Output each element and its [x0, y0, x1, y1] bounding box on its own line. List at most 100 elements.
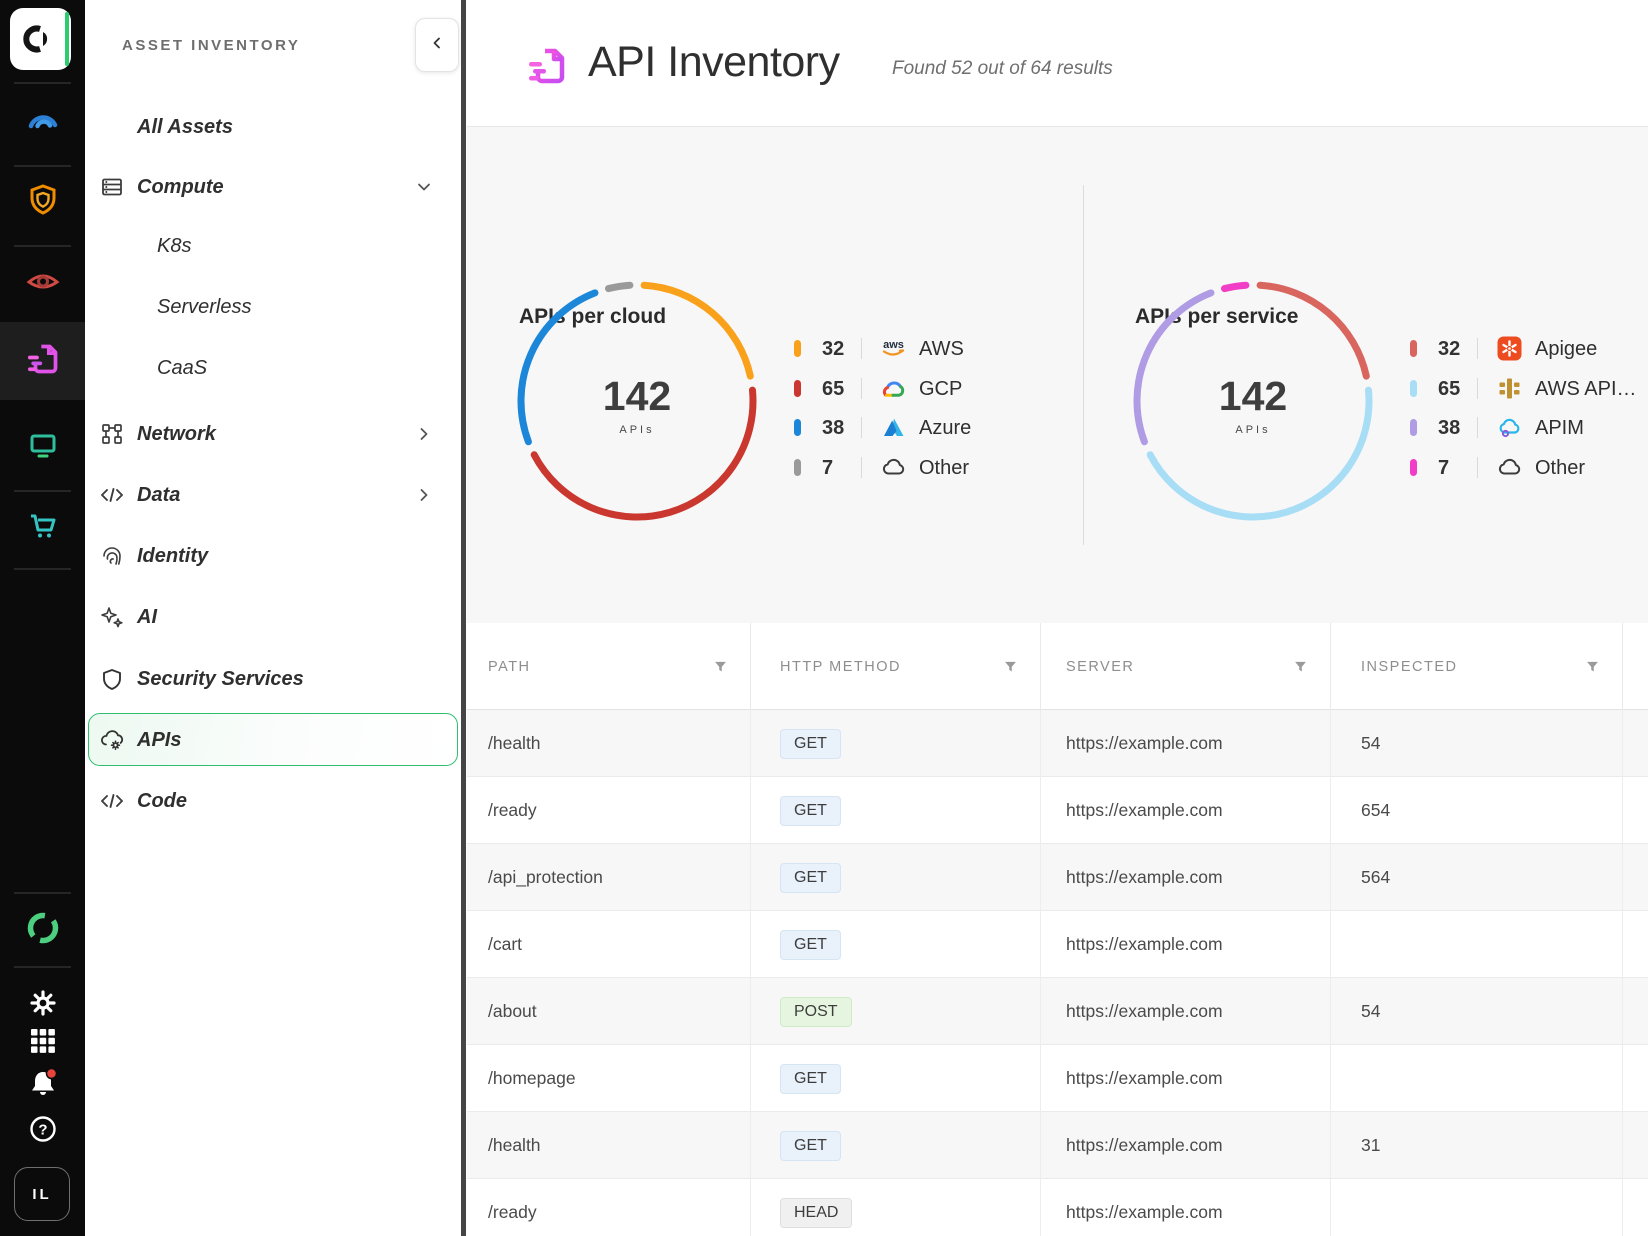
sidebar-item-ai[interactable]: AI [85, 590, 463, 644]
sparkles-icon [99, 604, 125, 630]
sidebar-item-security-services[interactable]: Security Services [85, 652, 463, 706]
legend-label: GCP [919, 378, 962, 401]
table-header-row: PATHHTTP METHODSERVER INSPECTED [467, 623, 1648, 710]
legend-divider [1477, 417, 1478, 438]
rail-item-discovery-eye[interactable] [0, 256, 85, 312]
method-cell: GET [751, 777, 1041, 844]
table-row[interactable]: /api_protectionGEThttps://example.com564 [467, 844, 1648, 911]
table-row[interactable]: /homepageGEThttps://example.com [467, 1045, 1648, 1112]
legend-divider [861, 378, 862, 399]
sidebar-item-label: Data [137, 484, 180, 507]
rail-item-api-inventory[interactable] [0, 322, 85, 400]
inspected-cell [1331, 1045, 1623, 1112]
api-inventory-icon [23, 339, 63, 384]
method-cell: POST [751, 978, 1041, 1045]
inspected-cell [1331, 1179, 1623, 1236]
azure-icon [880, 414, 907, 441]
server-cell: https://example.com [1041, 1179, 1331, 1236]
filter-icon[interactable] [1293, 659, 1308, 678]
legend-color-marker [1410, 340, 1417, 357]
column-header-label: INSPECTED [1361, 659, 1458, 675]
sidebar-collapse-button[interactable] [415, 18, 459, 72]
rail-divider [14, 165, 71, 167]
method-cell: HEAD [751, 1179, 1041, 1236]
rail-item-orca-ring[interactable] [0, 902, 85, 958]
apps-grid-icon [27, 1025, 59, 1062]
filter-icon[interactable] [1003, 659, 1018, 678]
sidebar-item-label: Identity [137, 545, 208, 568]
path-cell: /homepage [467, 1045, 751, 1112]
http-method-badge: GET [780, 729, 841, 759]
sidebar-item-all-assets[interactable]: All Assets [85, 100, 463, 154]
inspected-cell [1331, 911, 1623, 978]
chevron-right-icon[interactable] [415, 486, 433, 504]
sidebar-item-compute[interactable]: Compute [85, 160, 463, 214]
api-inventory-icon [523, 42, 571, 90]
legend-label: Other [1535, 457, 1585, 480]
main-content: API Inventory Found 52 out of 64 results… [467, 0, 1648, 1236]
column-header-extra [1623, 623, 1648, 710]
extra-cell [1623, 710, 1648, 777]
table-row[interactable]: /cartGEThttps://example.com [467, 911, 1648, 978]
rail-divider [14, 245, 71, 247]
cloudGear-icon [99, 727, 125, 753]
column-header-inspected[interactable]: INSPECTED [1331, 623, 1623, 710]
table-row[interactable]: /healthGEThttps://example.com31 [467, 1112, 1648, 1179]
http-method-badge: GET [780, 863, 841, 893]
table-row[interactable]: /readyHEADhttps://example.com [467, 1179, 1648, 1236]
sidebar: ASSET INVENTORY All Assets ComputeK8sSer… [85, 0, 463, 1236]
path-cell: /health [467, 1112, 751, 1179]
risk-dashboard-icon [23, 100, 63, 145]
sidebar-resize-divider[interactable] [461, 0, 466, 1236]
method-cell: GET [751, 710, 1041, 777]
charts-band: APIs per cloud142 APIs32 aws AWS65 GCP38… [467, 127, 1648, 623]
rail-divider [14, 82, 71, 84]
user-initials-badge[interactable]: IL [14, 1167, 70, 1221]
legend-divider [861, 457, 862, 478]
http-method-badge: GET [780, 1131, 841, 1161]
table-row[interactable]: /readyGEThttps://example.com654 [467, 777, 1648, 844]
donut-total-label: APIs [497, 424, 777, 436]
legend-color-marker [1410, 459, 1417, 476]
orca-logo[interactable] [10, 8, 71, 70]
marketplace-cart-icon [23, 506, 63, 551]
chevron-down-icon[interactable] [415, 178, 433, 196]
legend-label: APIM [1535, 417, 1584, 440]
app-root: ? IL ASSET INVENTORY All Assets ComputeK8… [0, 0, 1648, 1236]
sidebar-item-serverless[interactable]: Serverless [85, 280, 463, 334]
rail-item-marketplace-cart[interactable] [0, 500, 85, 556]
table-row[interactable]: /healthGEThttps://example.com54 [467, 710, 1648, 777]
aws-icon: aws [880, 335, 907, 362]
http-method-badge: GET [780, 930, 841, 960]
column-header-path[interactable]: PATH [467, 623, 751, 710]
legend-value: 38 [1438, 417, 1460, 440]
filter-icon[interactable] [1585, 659, 1600, 678]
network-icon [99, 421, 125, 447]
sidebar-item-network[interactable]: Network [85, 407, 463, 461]
donut-center: 142 APIs [1113, 376, 1393, 436]
sidebar-item-label: APIs [137, 729, 181, 752]
table-row[interactable]: /aboutPOSThttps://example.com54 [467, 978, 1648, 1045]
chevron-right-icon[interactable] [415, 425, 433, 443]
path-cell: /about [467, 978, 751, 1045]
sidebar-item-code[interactable]: Code [85, 774, 463, 828]
sidebar-item-label: All Assets [137, 116, 233, 139]
column-header-server[interactable]: SERVER [1041, 623, 1331, 710]
svg-text:?: ? [38, 1121, 47, 1138]
sidebar-item-apis[interactable]: APIs [85, 713, 463, 767]
sidebar-item-identity[interactable]: Identity [85, 529, 463, 583]
sidebar-item-caas[interactable]: CaaS [85, 341, 463, 395]
rail-item-workloads-monitor[interactable] [0, 419, 85, 475]
inspected-cell: 564 [1331, 844, 1623, 911]
rail-item-security-shield[interactable] [0, 174, 85, 230]
filter-icon[interactable] [713, 659, 728, 678]
icon-rail: ? IL [0, 0, 85, 1236]
rail-item-help[interactable]: ? [0, 1103, 85, 1159]
sidebar-item-label: AI [137, 606, 157, 629]
security-shield-icon [23, 180, 63, 225]
sidebar-item-data[interactable]: Data [85, 468, 463, 522]
sidebar-item-k8s[interactable]: K8s [85, 219, 463, 273]
codeTag-icon [99, 788, 125, 814]
rail-item-risk-dashboard[interactable] [0, 94, 85, 150]
column-header-http-method[interactable]: HTTP METHOD [751, 623, 1041, 710]
